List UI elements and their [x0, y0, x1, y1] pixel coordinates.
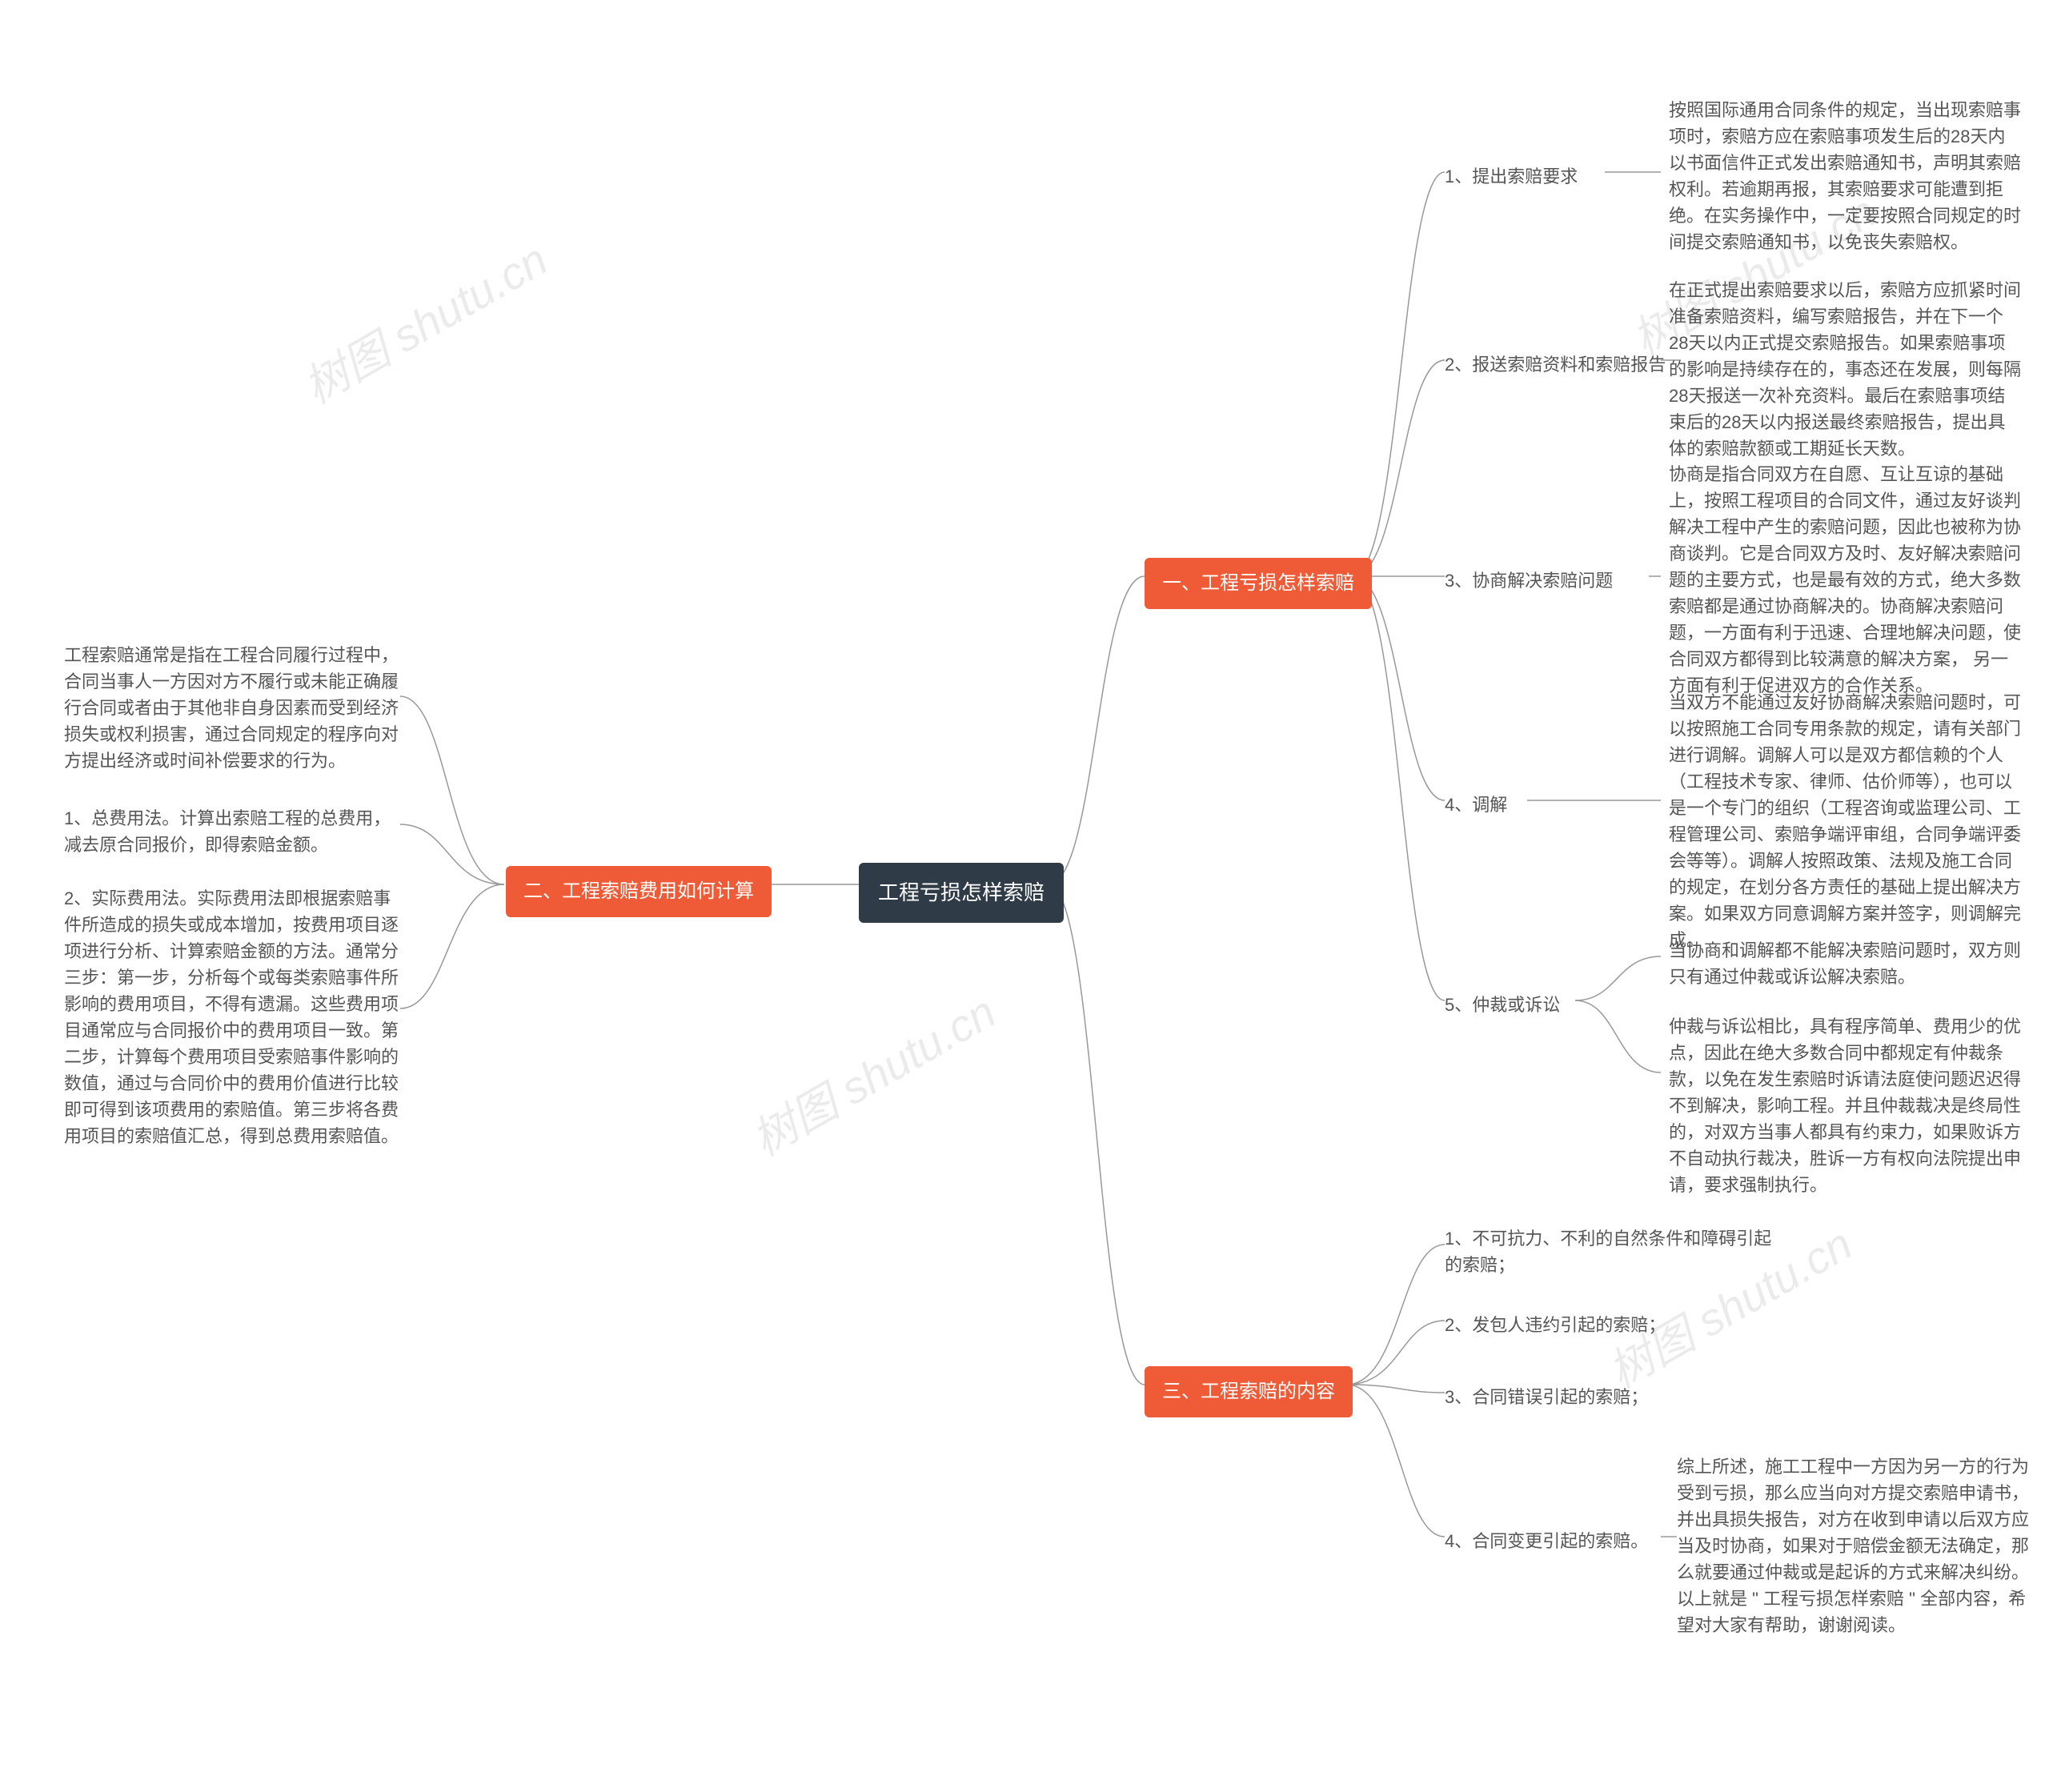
- leaf-b3c3-label: 3、合同错误引起的索赔；: [1445, 1379, 1685, 1415]
- leaf-b3c1-label: 1、不可抗力、不利的自然条件和障碍引起的索赔；: [1445, 1221, 1789, 1283]
- leaf-b2c2-detail: 2、实际费用法。实际费用法即根据索赔事件所造成的损失或成本增加，按费用项目逐项进…: [64, 880, 408, 1154]
- leaf-b1c5-detail-a: 当协商和调解都不能解决索赔问题时，双方则只有通过仲裁或诉讼解决索赔。: [1669, 932, 2021, 995]
- branch-node-2: 二、工程索赔费用如何计算: [506, 866, 772, 917]
- leaf-b1c3-detail: 协商是指合同双方在自愿、互让互谅的基础上，按照工程项目的合同文件，通过友好谈判解…: [1669, 456, 2021, 704]
- leaf-b1c3-label: 3、协商解决索赔问题: [1445, 563, 1653, 599]
- leaf-b1c5-detail-b: 仲裁与诉讼相比，具有程序简单、费用少的优点，因此在绝大多数合同中都规定有仲裁条款…: [1669, 1008, 2021, 1203]
- leaf-b1c1-detail: 按照国际通用合同条件的规定，当出现索赔事项时，索赔方应在索赔事项发生后的28天内…: [1669, 92, 2021, 260]
- leaf-b3c4-label: 4、合同变更引起的索赔。: [1445, 1523, 1669, 1559]
- leaf-b3c4-detail: 综上所述，施工工程中一方因为另一方的行为受到亏损，那么应当向对方提交索赔申请书，…: [1677, 1449, 2029, 1643]
- leaf-b2c1-detail: 1、总费用法。计算出索赔工程的总费用，减去原合同报价，即得索赔金额。: [64, 800, 408, 863]
- leaf-b1c2-label: 2、报送索赔资料和索赔报告: [1445, 347, 1685, 383]
- leaf-b1c1-label: 1、提出索赔要求: [1445, 158, 1605, 194]
- leaf-b1c4-label: 4、调解: [1445, 787, 1533, 823]
- watermark: 树图 shutu.cn: [738, 977, 1005, 1169]
- branch-node-1: 一、工程亏损怎样索赔: [1145, 558, 1372, 609]
- root-node: 工程亏损怎样索赔: [859, 863, 1064, 923]
- branch-node-3: 三、工程索赔的内容: [1145, 1366, 1353, 1417]
- leaf-b2c0-detail: 工程索赔通常是指在工程合同履行过程中，合同当事人一方因对方不履行或未能正确履行合…: [64, 637, 408, 779]
- leaf-b1c5-label: 5、仲裁或诉讼: [1445, 987, 1581, 1023]
- leaf-b1c4-detail: 当双方不能通过友好协商解决索赔问题时，可以按照施工合同专用条款的规定，请有关部门…: [1669, 684, 2021, 958]
- leaf-b1c2-detail: 在正式提出索赔要求以后，索赔方应抓紧时间准备索赔资料，编写索赔报告，并在下一个2…: [1669, 272, 2021, 467]
- watermark: 树图 shutu.cn: [290, 225, 557, 417]
- leaf-b3c2-label: 2、发包人违约引起的索赔；: [1445, 1307, 1685, 1343]
